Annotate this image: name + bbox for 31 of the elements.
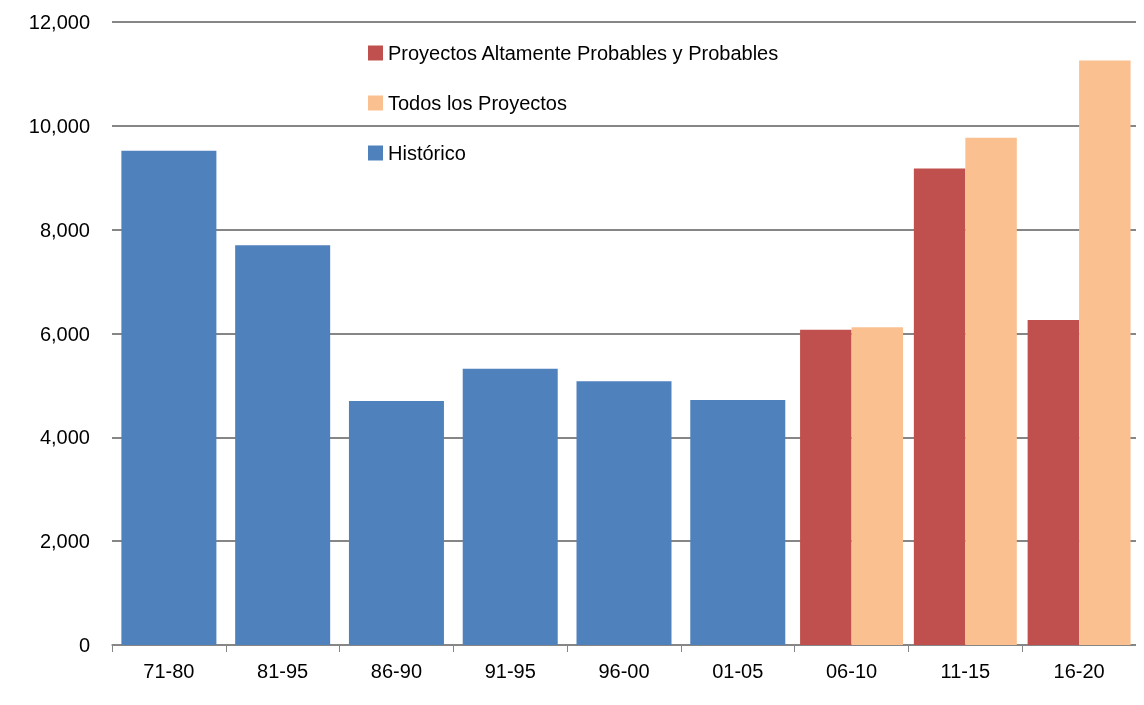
x-tick-label: 11-15 — [940, 660, 991, 682]
x-tick-label: 06-10 — [825, 660, 878, 682]
bar — [913, 168, 966, 645]
bar — [965, 137, 1017, 645]
legend-label: Histórico — [388, 142, 466, 164]
bar — [462, 368, 558, 645]
x-tick-label: 16-20 — [1053, 660, 1105, 682]
bar — [851, 327, 904, 645]
bar — [576, 381, 672, 645]
x-tick-label: 91-95 — [484, 660, 536, 682]
y-tick-label: 0 — [78, 634, 90, 656]
y-tick-label: 6,000 — [39, 322, 90, 345]
x-tick-label: 86-90 — [370, 660, 423, 682]
y-tick-label: 8,000 — [39, 218, 90, 241]
y-tick-label: 10,000 — [28, 114, 90, 137]
y-tick-label: 4,000 — [39, 426, 90, 449]
bar — [121, 150, 217, 645]
bar — [348, 400, 444, 645]
bar — [1079, 60, 1131, 645]
x-tick-label: 01-05 — [712, 660, 764, 682]
bar — [800, 329, 852, 645]
y-tick-label: 2,000 — [39, 530, 90, 553]
x-tick-label: 71-80 — [143, 660, 195, 682]
legend-label: Todos los Proyectos — [388, 92, 567, 114]
bar — [235, 245, 331, 645]
bar — [1027, 320, 1080, 645]
bar — [690, 399, 786, 645]
x-tick-label: 81-95 — [257, 660, 309, 682]
y-tick-label: 12,000 — [28, 11, 90, 33]
x-tick-label: 96-00 — [598, 660, 650, 682]
legend-label: Proyectos Altamente Probables y Probables — [388, 42, 779, 64]
